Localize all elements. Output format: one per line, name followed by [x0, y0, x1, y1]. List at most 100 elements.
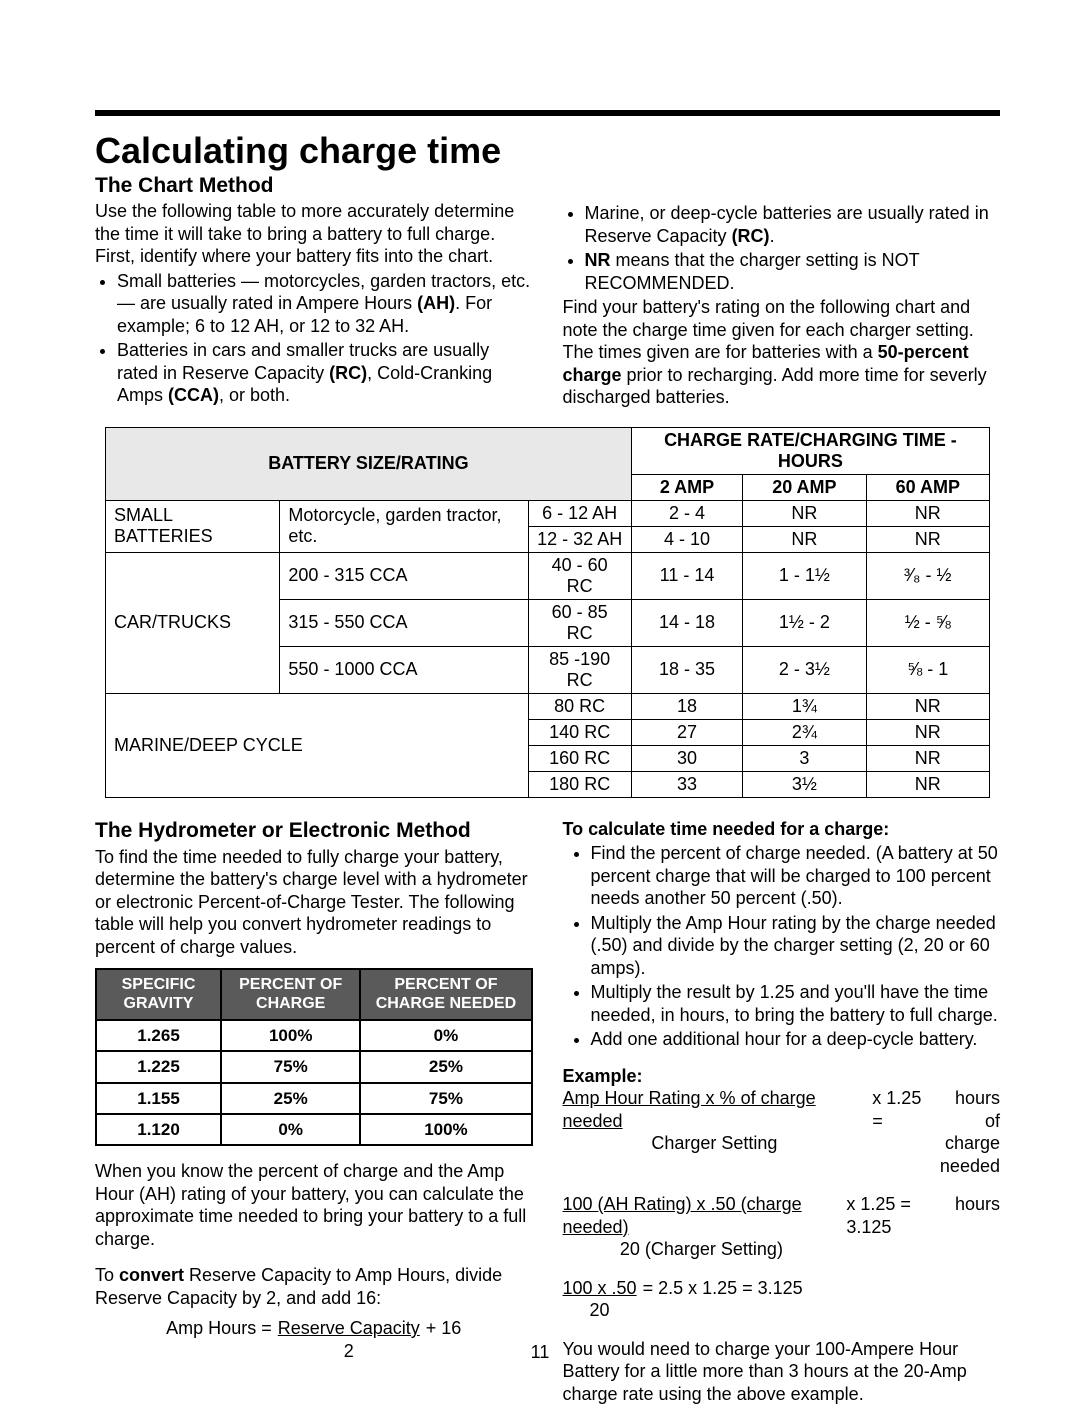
chart-cell: NR: [866, 771, 989, 797]
chart-desc: 550 - 1000 CCA: [280, 646, 528, 693]
ex1-tail: x 1.25 =: [872, 1087, 934, 1132]
ex1-bot: Charger Setting: [651, 1132, 777, 1155]
example-formula-1: Amp Hour Rating x % of charge needed Cha…: [563, 1087, 1001, 1177]
chart-col-2amp: 2 AMP: [631, 474, 742, 500]
hydro-col-sg: SPECIFIC GRAVITY: [96, 969, 221, 1020]
hydro-col-pct: PERCENT OF CHARGE: [221, 969, 360, 1020]
chart-cell: 80 RC: [528, 693, 631, 719]
chart-desc: Motorcycle, garden tractor, etc.: [280, 500, 528, 552]
chart-cell: 30: [631, 745, 742, 771]
hydro-col-needed: PERCENT OF CHARGE NEEDED: [360, 969, 531, 1020]
intro-left-bullets: Small batteries — motorcycles, garden tr…: [95, 270, 533, 407]
ex2-top: 100 (AH Rating) x .50 (charge needed): [563, 1193, 841, 1238]
hydro-row: 1.1200%100%: [96, 1114, 532, 1145]
lower-columns: The Hydrometer or Electronic Method To f…: [95, 818, 1000, 1405]
chart-cell: 14 - 18: [631, 599, 742, 646]
calc-bullet: Find the percent of charge needed. (A ba…: [591, 842, 1001, 910]
ex1-right-word: hours: [955, 1087, 1000, 1110]
calc-bullet: Add one additional hour for a deep-cycle…: [591, 1028, 1001, 1051]
chart-cell: ³⁄₈ - ½: [866, 552, 989, 599]
chart-cell: NR: [866, 693, 989, 719]
chart-cell: 2 - 3½: [743, 646, 866, 693]
chart-desc: 315 - 550 CCA: [280, 599, 528, 646]
chart-cell: ⅝ - 1: [866, 646, 989, 693]
intro-p1: Use the following table to more accurate…: [95, 200, 533, 268]
hydro-cell: 1.265: [96, 1020, 221, 1051]
ex1-right-word: needed: [940, 1155, 1000, 1178]
lower-left-col: The Hydrometer or Electronic Method To f…: [95, 818, 533, 1405]
chart-cat: CAR/TRUCKS: [106, 552, 280, 693]
hydro-cell: 1.155: [96, 1083, 221, 1114]
hydro-cell: 100%: [360, 1114, 531, 1145]
calc-bullets: Find the percent of charge needed. (A ba…: [563, 842, 1001, 1051]
chart-cell: NR: [866, 719, 989, 745]
hydro-row: 1.265100%0%: [96, 1020, 532, 1051]
hydro-cell: 0%: [360, 1020, 531, 1051]
chart-cell: 1¾: [743, 693, 866, 719]
chart-cat: SMALL BATTERIES: [106, 500, 280, 552]
hydrometer-p1: To find the time needed to fully charge …: [95, 846, 533, 959]
chart-cell: 160 RC: [528, 745, 631, 771]
hydro-cell: 100%: [221, 1020, 360, 1051]
hydro-cell: 25%: [360, 1051, 531, 1082]
page-number: 11: [0, 1342, 1080, 1363]
left-p-convert: To convert Reserve Capacity to Amp Hours…: [95, 1264, 533, 1309]
chart-cell: 2 - 4: [631, 500, 742, 526]
intro-right-col: Marine, or deep-cycle batteries are usua…: [563, 200, 1001, 409]
chart-cell: 60 - 85 RC: [528, 599, 631, 646]
chart-cell: 18: [631, 693, 742, 719]
ex3-top: 100 x .50: [563, 1277, 637, 1300]
hydro-cell: 75%: [221, 1051, 360, 1082]
hydro-cell: 75%: [360, 1083, 531, 1114]
calc-bullet: Multiply the result by 1.25 and you'll h…: [591, 981, 1001, 1026]
left-p-calc: When you know the percent of charge and …: [95, 1160, 533, 1250]
chart-cell: 4 - 10: [631, 526, 742, 552]
chart-cell: 2¾: [743, 719, 866, 745]
chart-row: CAR/TRUCKS200 - 315 CCA40 - 60 RC11 - 14…: [106, 552, 990, 599]
formula-lhs: Amp Hours =: [166, 1317, 272, 1340]
chart-cell: 33: [631, 771, 742, 797]
chart-cell: NR: [866, 500, 989, 526]
intro-left-col: Use the following table to more accurate…: [95, 200, 533, 409]
hydro-cell: 0%: [221, 1114, 360, 1145]
ex1-right-word: of: [985, 1110, 1000, 1133]
chart-col-60amp: 60 AMP: [866, 474, 989, 500]
chart-cell: 27: [631, 719, 742, 745]
chart-cell: NR: [866, 526, 989, 552]
page-title: Calculating charge time: [95, 130, 1000, 172]
chart-table-wrap: BATTERY SIZE/RATING CHARGE RATE/CHARGING…: [105, 427, 990, 798]
intro-right-bullet: NR means that the charger setting is NOT…: [585, 249, 1001, 294]
charge-chart-table: BATTERY SIZE/RATING CHARGE RATE/CHARGING…: [105, 427, 990, 798]
hydro-row: 1.22575%25%: [96, 1051, 532, 1082]
chart-hdr-rate: CHARGE RATE/CHARGING TIME - HOURS: [631, 427, 989, 474]
intro-left-bullet: Batteries in cars and smaller trucks are…: [117, 339, 533, 407]
ex2-right: hours: [955, 1193, 1000, 1216]
intro-columns: Use the following table to more accurate…: [95, 200, 1000, 409]
hydro-row: 1.15525%75%: [96, 1083, 532, 1114]
lower-right-col: To calculate time needed for a charge: F…: [563, 818, 1001, 1405]
example-formula-2: 100 (AH Rating) x .50 (charge needed) 20…: [563, 1193, 1001, 1261]
chart-cell: 3½: [743, 771, 866, 797]
calc-heading: To calculate time needed for a charge:: [563, 818, 1001, 841]
ex1-top: Amp Hour Rating x % of charge needed: [563, 1087, 867, 1132]
chart-cell: ½ - ⅝: [866, 599, 989, 646]
chart-cell: 1 - 1½: [743, 552, 866, 599]
chart-row: MARINE/DEEP CYCLE80 RC181¾NR: [106, 693, 990, 719]
ex3-rest: = 2.5 x 1.25 = 3.125: [643, 1277, 803, 1300]
hydrometer-heading: The Hydrometer or Electronic Method: [95, 818, 533, 844]
chart-cell: 85 -190 RC: [528, 646, 631, 693]
hydrometer-table: SPECIFIC GRAVITY PERCENT OF CHARGE PERCE…: [95, 968, 533, 1146]
chart-cell: 11 - 14: [631, 552, 742, 599]
intro-right-p: Find your battery's rating on the follow…: [563, 296, 1001, 409]
hydro-cell: 25%: [221, 1083, 360, 1114]
ex3-bot: 20: [590, 1299, 610, 1322]
intro-right-bullets: Marine, or deep-cycle batteries are usua…: [563, 202, 1001, 294]
chart-row: SMALL BATTERIESMotorcycle, garden tracto…: [106, 500, 990, 526]
example-heading: Example:: [563, 1065, 1001, 1088]
chart-cell: NR: [866, 745, 989, 771]
convert-bold: convert: [119, 1265, 184, 1285]
chart-cat: MARINE/DEEP CYCLE: [106, 693, 529, 797]
chart-desc: 200 - 315 CCA: [280, 552, 528, 599]
chart-cell: NR: [743, 526, 866, 552]
chart-col-20amp: 20 AMP: [743, 474, 866, 500]
